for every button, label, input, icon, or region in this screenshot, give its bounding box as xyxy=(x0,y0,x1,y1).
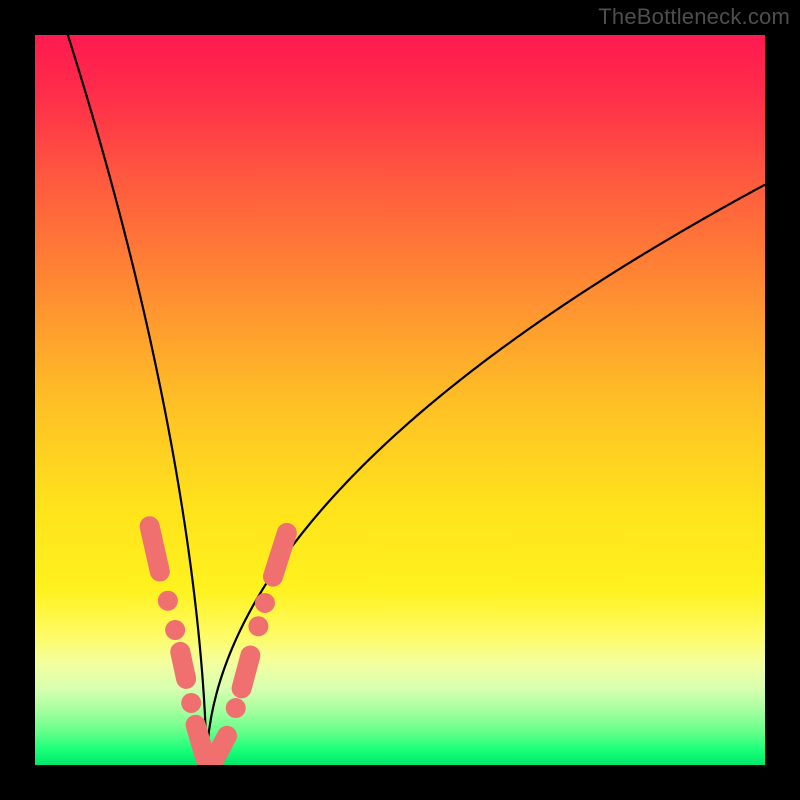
data-marker xyxy=(248,616,268,636)
data-marker xyxy=(150,526,160,571)
data-marker xyxy=(158,591,178,611)
data-marker xyxy=(196,725,205,758)
data-marker xyxy=(181,693,201,713)
data-marker xyxy=(242,656,251,689)
data-marker xyxy=(180,652,186,679)
attribution-text: TheBottleneck.com xyxy=(598,4,790,30)
bottleneck-chart xyxy=(0,0,800,800)
chart-root: { "attribution": { "text": "TheBottlenec… xyxy=(0,0,800,800)
data-marker xyxy=(273,533,287,577)
data-marker xyxy=(214,736,227,761)
data-marker xyxy=(165,620,185,640)
data-marker xyxy=(226,698,246,718)
gradient-background xyxy=(35,35,765,765)
data-marker xyxy=(255,593,275,613)
